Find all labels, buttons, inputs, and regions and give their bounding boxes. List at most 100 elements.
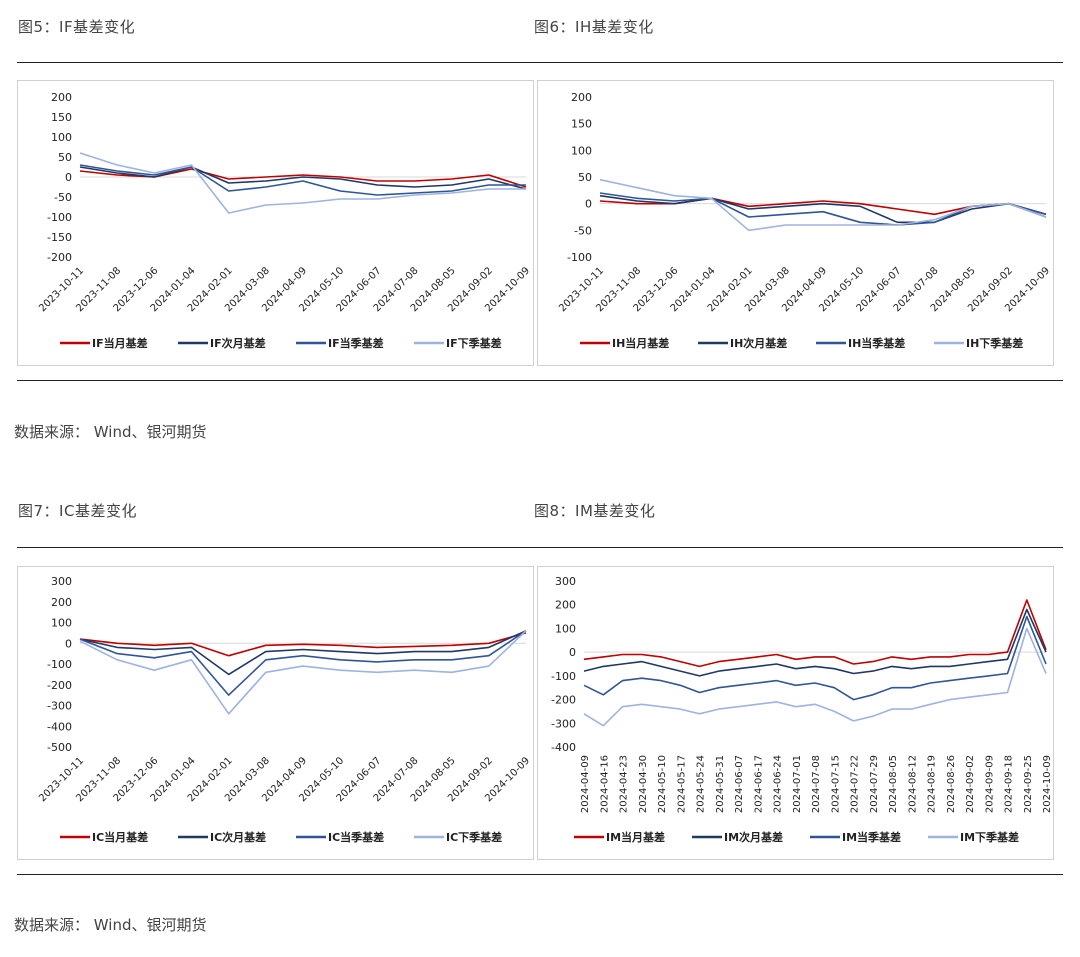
figure6-title: 图6：IH基差变化 — [534, 18, 654, 36]
x-tick-label: 2024-05-31 — [715, 755, 726, 813]
x-tick-label: 2024-06-07 — [734, 755, 745, 813]
top-rule-2 — [17, 547, 1063, 548]
chart-panel-im: 300 200 100 0 -100 -200 -300 -400 2024-04-09 2024… — [537, 566, 1054, 860]
y-tick-label: 50 — [578, 171, 592, 184]
y-tick-label: 0 — [569, 646, 576, 659]
y-tick-label: 150 — [51, 111, 72, 124]
x-tick-label: 2024-07-22 — [850, 755, 861, 813]
y-tick-label: -200 — [47, 679, 72, 692]
series-line — [583, 599, 1047, 668]
y-tick-label: 100 — [571, 144, 592, 157]
series-line — [599, 178, 1047, 232]
y-tick-label: 200 — [51, 91, 72, 104]
y-tick-label: 100 — [555, 622, 576, 635]
chart-panel-if: 200 150 100 50 0 -50 -100 -150 -200 2023-10-11 202… — [17, 80, 534, 366]
chart-ih-basis: 200150100500-50-1002023-10-112023-11-082… — [557, 91, 1052, 350]
x-tick-label: 2024-06-24 — [773, 755, 784, 813]
chart-panel-ih: 200 150 100 50 0 -50 -100 2023-10-11 2023-11-08 2… — [537, 80, 1054, 366]
chart-if-basis: 200150100500-50-100-150-2002023-10-11202… — [37, 91, 532, 350]
x-tick-label: 2024-09-18 — [1004, 755, 1015, 813]
legend-label: IM当季基差 — [842, 830, 901, 844]
legend-label: IF当月基差 — [92, 336, 148, 350]
series-line — [79, 632, 527, 657]
figure7-title: 图7：IC基差变化 — [18, 502, 137, 520]
y-tick-label: 50 — [58, 151, 72, 164]
x-tick-label: 2024-07-29 — [869, 755, 880, 813]
x-tick-label: 2024-07-15 — [830, 755, 841, 813]
bottom-rule-1 — [17, 380, 1063, 381]
legend-label: IM当月基差 — [606, 830, 665, 844]
y-tick-label: -400 — [551, 741, 576, 754]
y-tick-label: 0 — [65, 171, 72, 184]
x-tick-label: 2024-07-01 — [792, 755, 803, 813]
chart-ic-basis: 3002001000-100-200-300-400-5002023-10-11… — [37, 575, 532, 844]
x-tick-label: 2024-10-09 — [1042, 755, 1053, 813]
y-tick-label: -50 — [54, 191, 72, 204]
chart-panel-ic: 300 200 100 0 -100 -200 -300 -400 -500 2023-10-11… — [17, 566, 534, 860]
series-line — [583, 627, 1047, 727]
legend-label: IF当季基差 — [328, 336, 384, 350]
x-tick-label: 2024-05-17 — [676, 755, 687, 813]
top-rule-1 — [17, 62, 1063, 63]
legend-label: IH次月基差 — [730, 336, 787, 350]
y-tick-label: 150 — [571, 118, 592, 131]
legend-label: IH下季基差 — [966, 336, 1023, 350]
x-tick-label: 2024-04-23 — [619, 755, 630, 813]
y-tick-label: -200 — [551, 694, 576, 707]
series-line — [599, 192, 1047, 226]
y-tick-label: 100 — [51, 617, 72, 630]
source-note-bottom: 数据来源： Wind、银河期货 — [14, 916, 207, 934]
legend-label: IH当月基差 — [612, 336, 669, 350]
figure8-title: 图8：IM基差变化 — [534, 502, 656, 520]
x-tick-label: 2024-08-12 — [907, 755, 918, 813]
legend-label: IH当季基差 — [848, 336, 905, 350]
x-tick-label: 2024-09-25 — [1023, 755, 1034, 813]
figure5-title: 图5：IF基差变化 — [18, 18, 136, 36]
chart-im-basis: 300 200 100 0 -100 -200 -300 -400 2024-04-09 2024… — [551, 575, 1053, 844]
y-tick-label: -150 — [47, 231, 72, 244]
series-line — [79, 166, 527, 190]
series-line — [583, 608, 1047, 677]
y-tick-label: 0 — [585, 198, 592, 211]
legend-label: IC次月基差 — [210, 830, 266, 844]
x-tick-label: 2024-09-02 — [965, 755, 976, 813]
series-line — [79, 630, 527, 696]
y-tick-label: 200 — [571, 91, 592, 104]
legend-label: IF次月基差 — [210, 336, 266, 350]
legend-label: IC下季基差 — [446, 830, 502, 844]
series-line — [79, 164, 526, 196]
x-tick-label: 2024-08-26 — [946, 755, 957, 813]
y-tick-label: 200 — [555, 599, 576, 612]
series-line — [599, 194, 1047, 224]
series-line — [583, 615, 1047, 701]
y-tick-label: 300 — [51, 575, 72, 588]
y-tick-label: -300 — [551, 717, 576, 730]
series-line — [79, 152, 526, 214]
y-tick-label: 200 — [51, 596, 72, 609]
x-tick-label: 2024-05-24 — [696, 755, 707, 813]
x-tick-label: 2024-09-09 — [984, 755, 995, 813]
y-tick-label: -400 — [47, 720, 72, 733]
x-tick-label: 2024-04-16 — [599, 755, 610, 813]
series-line — [79, 630, 527, 676]
y-tick-label: 300 — [555, 575, 576, 588]
legend-label: IC当季基差 — [328, 830, 384, 844]
x-tick-label: 2024-07-08 — [811, 755, 822, 813]
y-tick-label: -300 — [47, 700, 72, 713]
legend-label: IM次月基差 — [724, 830, 783, 844]
y-tick-label: 100 — [51, 131, 72, 144]
legend-label: IM下季基差 — [960, 830, 1019, 844]
y-tick-label: -100 — [551, 670, 576, 683]
y-tick-label: -100 — [567, 251, 592, 264]
y-tick-label: -500 — [47, 741, 72, 754]
y-tick-label: -100 — [47, 211, 72, 224]
legend-label: IF下季基差 — [446, 336, 502, 350]
y-tick-label: 0 — [65, 637, 72, 650]
y-tick-label: -50 — [574, 224, 592, 237]
legend-label: IC当月基差 — [92, 830, 148, 844]
y-tick-label: -100 — [47, 658, 72, 671]
y-tick-label: -200 — [47, 251, 72, 264]
series-line — [79, 630, 527, 715]
x-tick-label: 2024-05-10 — [657, 755, 668, 813]
x-tick-label: 2024-04-30 — [638, 755, 649, 813]
